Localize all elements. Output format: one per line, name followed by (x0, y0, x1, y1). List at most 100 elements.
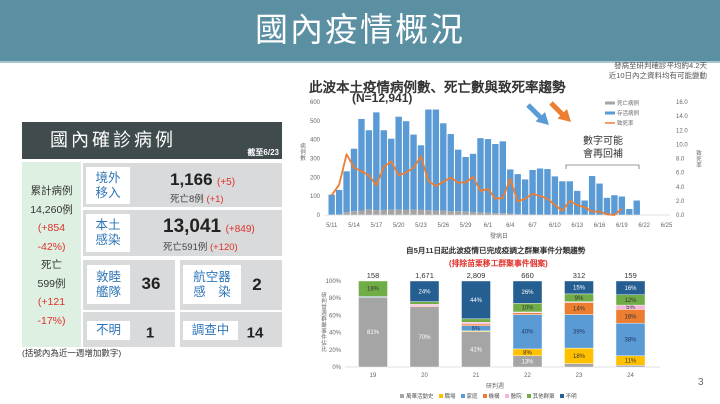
survived-bar-segment (603, 197, 611, 215)
cluster-y-axis-label: 研判當週群聚事件佔比 (320, 292, 326, 352)
trend-y-axis-label: 病例數 (299, 143, 305, 161)
x-tick-label: 22 (524, 373, 531, 379)
daily-bar (328, 194, 335, 215)
aircraft-label-line2: 感 染 (193, 284, 231, 299)
x-tick-label: 5/26 (437, 223, 449, 229)
trend-x-axis-label: 發病日 (489, 234, 509, 240)
fleet-cases-card: 敦睦 艦隊 36 (83, 260, 175, 310)
segment-label: 41% (470, 347, 483, 353)
week-stacked-bar: 18% 39% 14% 9% 15% (564, 280, 594, 368)
daily-bar (499, 141, 507, 215)
y2-tick-label: 2.0 (676, 199, 685, 205)
imported-deaths: 死亡8例 (170, 194, 204, 205)
x-tick-label: 6/19 (616, 223, 628, 229)
daily-bar (425, 109, 432, 215)
legend-swatch (559, 394, 564, 398)
y2-tick-label: 6.0 (676, 171, 685, 177)
note-line-2: 近10日內之資料均有可能變動 (608, 71, 707, 80)
segment-label: 81% (367, 330, 380, 336)
week-stacked-bar: 81% 18% (358, 280, 388, 368)
week-stacked-bar: 13% 8% 40% 10% 26% (512, 280, 543, 368)
death-bar-segment (425, 210, 432, 215)
y-tick-label: 200 (310, 175, 321, 181)
fleet-label-line1: 敦睦 (95, 269, 121, 284)
x-tick-label: 6/10 (549, 223, 561, 229)
week-stacked-bar: 41% 6% 44% (461, 280, 491, 368)
unknown-count: 1 (145, 324, 155, 342)
daily-bar (618, 196, 626, 215)
death-bar-segment (417, 209, 425, 215)
local-deaths: 死亡591例 (163, 242, 208, 253)
summary-panel-title: 國內確診病例 (50, 130, 176, 150)
segment-label: 13% (521, 359, 534, 365)
week-total-label: 159 (624, 271, 637, 280)
trend-y2-axis-label: 致死率 (695, 150, 701, 168)
bar-segment (461, 280, 491, 320)
daily-bar (529, 169, 536, 215)
page-title: 國內疫情概況 (255, 11, 465, 48)
x-tick-label: 5/29 (460, 223, 472, 229)
annotation-line-1: 數字可能 (583, 136, 623, 147)
legend-label: 萬華活動史 (406, 394, 434, 400)
orange-arrow-icon (549, 101, 565, 117)
backfill-bracket (565, 164, 640, 169)
survived-bar-segment (328, 194, 335, 215)
daily-bar (588, 176, 596, 215)
week-stacked-bar: 70% 24% (409, 280, 440, 368)
cumulative-label: 累計病例 (30, 185, 73, 197)
title-banner: 國內疫情概況 (0, 0, 720, 63)
bar-segment (358, 280, 388, 297)
death-value: 599例 (37, 277, 66, 290)
death-label: 死亡 (41, 259, 62, 271)
aircraft-label: 航空器 感 染 (183, 265, 241, 304)
y-tick-label: 100% (326, 279, 342, 285)
survived-bar-segment (477, 138, 484, 213)
x-tick-label: 6/22 (638, 223, 650, 229)
daily-bar (536, 168, 544, 215)
daily-bar (551, 176, 559, 215)
survived-bar-segment (417, 145, 425, 210)
death-bar-segment (343, 212, 350, 215)
survived-bar-segment (432, 109, 440, 211)
x-tick-label: 5/11 (326, 223, 338, 229)
daily-bar (603, 197, 611, 215)
x-tick-label: 6/4 (506, 223, 515, 229)
y2-tick-label: 4.0 (676, 185, 685, 191)
blue-arrow-icon (526, 103, 543, 120)
investigating-cases-card: 調查中 14 (180, 312, 282, 347)
note-line-1: 發病至研判確診平均約4.2天 (614, 61, 707, 70)
segment-label: 9% (575, 296, 584, 302)
legend-swatch (438, 394, 443, 398)
cluster-x-axis-label: 研判週 (485, 384, 505, 390)
footnote: (括號內為近一週增加數字) (22, 348, 122, 358)
week-total-label: 1,671 (415, 271, 434, 280)
y-tick-label: 100 (310, 194, 321, 200)
y-tick-label: 0% (332, 365, 341, 371)
survived-bar-segment (447, 134, 454, 212)
cluster-chart-subtitle: (排除苗栗移工群聚事件個案) (449, 259, 548, 268)
survived-bar-segment (373, 112, 380, 211)
death-change-pct: -17%) (37, 314, 66, 327)
imported-change: (+5) (217, 177, 236, 188)
legend-item: 機構 (482, 392, 500, 400)
death-change: (+121 (37, 296, 66, 308)
bar-segment (461, 323, 491, 326)
cluster-chart: 0% 20% 40% 60% 80% 100% 81% 18% 158 19 70% 24% 1,671… (326, 271, 660, 379)
segment-label: 5% (626, 305, 635, 311)
survived-bar-segment (395, 116, 402, 210)
bar-segment (409, 304, 440, 307)
local-label-line2: 感染 (95, 233, 121, 247)
y-tick-label: 20% (329, 348, 342, 354)
segment-label: 16% (624, 286, 637, 292)
segment-label: 6% (472, 326, 481, 332)
death-bar-segment (477, 212, 484, 215)
aircraft-cases-card: 航空器 感 染 2 (180, 260, 282, 310)
local-deaths-change: (+120) (210, 242, 238, 253)
death-bar-segment (373, 210, 380, 215)
bar-segment (409, 301, 440, 305)
segment-label: 40% (521, 330, 534, 336)
survived-bar-segment (514, 174, 521, 215)
survived-bar-segment (618, 196, 626, 215)
legend-label: 醫院 (510, 394, 522, 400)
imported-cases-card: 境外 移入 1,166 (+5) 死亡8例 (+1) (83, 163, 282, 207)
